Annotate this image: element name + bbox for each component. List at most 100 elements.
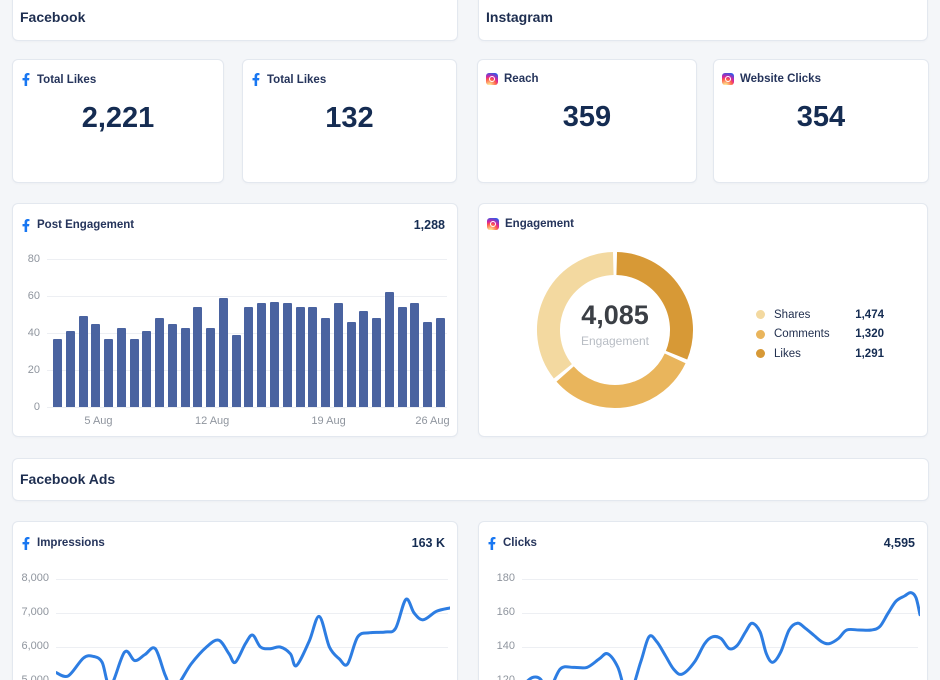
bar: [193, 307, 203, 407]
y-tick-label: 80: [27, 253, 40, 265]
metric-card-website-clicks[interactable]: Website Clicks 354: [713, 59, 929, 183]
facebook-icon: [251, 73, 261, 86]
donut-center: 4,085 Engagement: [535, 300, 695, 348]
bar: [321, 318, 331, 407]
chart-total-value: 163 K: [411, 536, 445, 550]
instagram-icon: [722, 73, 734, 85]
bar: [218, 297, 228, 407]
line-chart-gridlines: [522, 579, 918, 680]
legend-value: 1,474: [855, 308, 884, 321]
y-tick-label: 20: [27, 364, 40, 376]
bar: [104, 338, 114, 407]
bar: [435, 318, 445, 407]
bar: [116, 327, 126, 407]
metric-value: 359: [562, 101, 612, 133]
legend-label: Comments: [774, 328, 830, 341]
gridline: [522, 647, 918, 648]
metric-label: Total Likes: [267, 73, 327, 86]
line-chart-gridlines: [56, 579, 448, 680]
x-tick-label: 12 Aug: [195, 415, 230, 427]
shares-dot-icon: [756, 310, 765, 320]
chart-total-value: 4,595: [883, 536, 915, 550]
bar: [359, 310, 369, 407]
facebook-ads-section-header: Facebook Ads: [12, 458, 929, 501]
metric-label: Total Likes: [37, 73, 97, 86]
y-tick-label: 0: [33, 401, 40, 413]
bar: [180, 327, 190, 407]
y-tick-label: 120: [496, 674, 515, 680]
metric-value: 2,221: [81, 102, 155, 134]
bar: [270, 301, 280, 407]
y-tick-label: 5,000: [21, 674, 49, 680]
gridline: [47, 259, 447, 260]
bar: [384, 292, 394, 407]
metric-value: 354: [796, 101, 846, 133]
gridline: [47, 296, 447, 297]
y-tick-label: 60: [27, 290, 40, 302]
legend-label: Likes: [774, 347, 801, 360]
impressions-card[interactable]: Impressions 163 K 8,000 7,000 6,000 5,000: [12, 521, 458, 680]
post-engagement-card[interactable]: Post Engagement 1,288 5 Aug 12 Aug 19 Aug 2…: [12, 203, 458, 437]
instagram-engagement-card[interactable]: Engagement 4,085 Engagement Shares 1,474…: [478, 203, 928, 437]
metric-card-total-likes-2[interactable]: Total Likes 132: [242, 59, 457, 183]
instagram-section-header: Instagram: [478, 0, 928, 41]
y-tick-label: 140: [496, 640, 515, 652]
bar: [244, 307, 254, 407]
bar: [308, 307, 318, 407]
metric-card-reach[interactable]: Reach 359: [477, 59, 697, 183]
likes-dot-icon: [756, 349, 765, 359]
facebook-icon: [21, 73, 31, 86]
post-engagement-bar-chart: [53, 259, 445, 407]
gridline: [56, 613, 448, 614]
metric-card-total-likes[interactable]: Total Likes 2,221: [12, 59, 224, 183]
bar: [78, 316, 88, 407]
x-tick-label: 19 Aug: [311, 415, 346, 427]
gridline: [47, 407, 447, 408]
facebook-ads-section-title: Facebook Ads: [20, 471, 116, 487]
donut-legend: Shares 1,474 Comments 1,320 Likes 1,291: [756, 305, 884, 364]
chart-title: Post Engagement: [37, 219, 135, 231]
metric-value: 132: [325, 102, 374, 134]
bar: [155, 318, 165, 407]
chart-title: Impressions: [37, 537, 105, 549]
bar: [91, 323, 101, 407]
metric-label: Reach: [504, 73, 539, 85]
legend-label: Shares: [774, 308, 811, 321]
bar: [346, 321, 356, 407]
bar: [295, 307, 305, 407]
bar: [372, 318, 382, 407]
bar: [167, 323, 177, 407]
bar: [257, 303, 267, 407]
facebook-icon: [487, 536, 497, 550]
engagement-donut-chart: [537, 252, 693, 408]
x-tick-label: 26 Aug: [415, 415, 450, 427]
clicks-card[interactable]: Clicks 4,595 180 160 140 120: [478, 521, 928, 680]
donut-total-value: 4,085: [581, 300, 649, 330]
y-tick-label: 40: [27, 327, 40, 339]
instagram-icon: [486, 73, 498, 85]
gridline: [522, 579, 918, 580]
facebook-icon: [21, 536, 31, 550]
donut-segment-shares: [537, 252, 615, 379]
y-tick-label: 8,000: [21, 572, 49, 584]
metric-label: Website Clicks: [740, 73, 821, 85]
bar: [282, 303, 292, 407]
legend-item-comments: Comments 1,320: [756, 325, 884, 345]
bar: [397, 307, 407, 407]
y-tick-label: 160: [496, 606, 515, 618]
bar: [206, 327, 216, 407]
gridline: [56, 579, 448, 580]
y-tick-label: 7,000: [21, 606, 49, 618]
legend-value: 1,291: [855, 347, 884, 360]
bar: [333, 303, 343, 407]
legend-item-shares: Shares 1,474: [756, 305, 884, 325]
instagram-section-title: Instagram: [486, 9, 553, 25]
gridline: [56, 647, 448, 648]
donut-total-label: Engagement: [580, 334, 650, 348]
bar: [410, 303, 420, 407]
bar-chart-x-axis: 5 Aug 12 Aug 19 Aug 26 Aug: [53, 415, 449, 429]
bar: [53, 338, 62, 407]
y-tick-label: 180: [496, 572, 515, 584]
donut-segment-comments: [556, 353, 686, 408]
y-tick-label: 6,000: [21, 640, 49, 652]
